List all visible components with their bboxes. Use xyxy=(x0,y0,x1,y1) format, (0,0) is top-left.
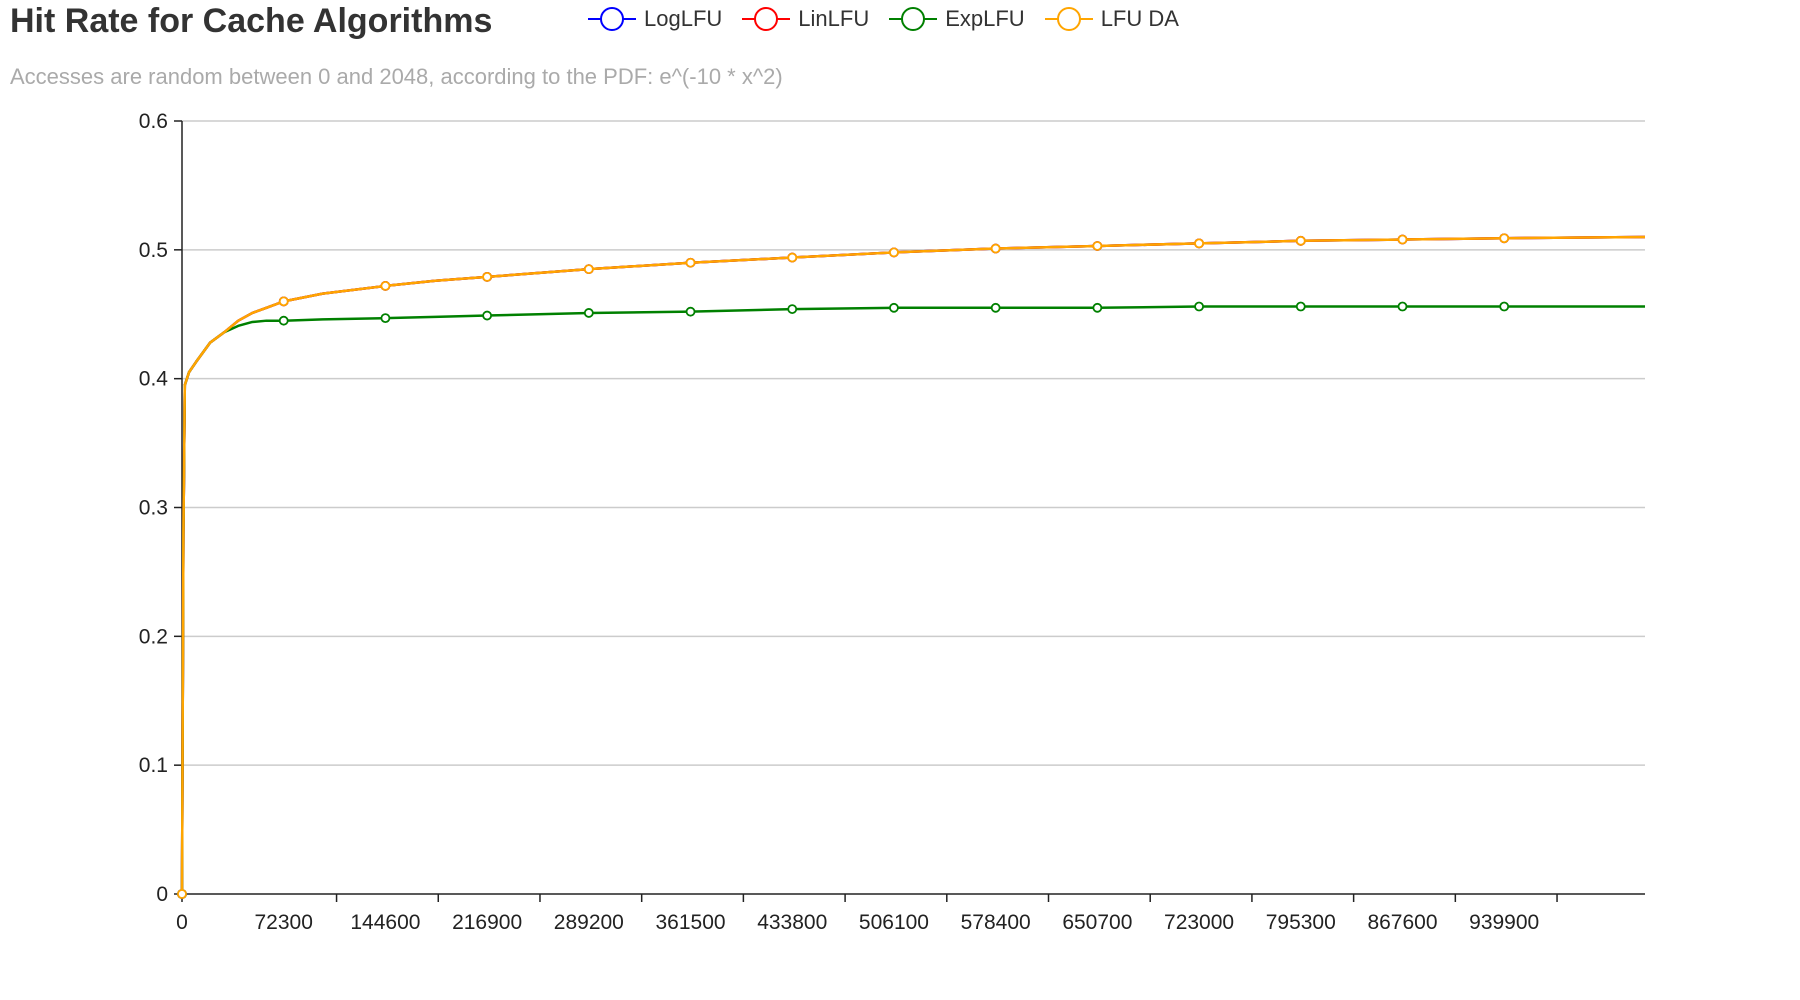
data-point xyxy=(1092,302,1103,313)
x-tick-label: 0 xyxy=(176,911,188,934)
data-point xyxy=(482,310,493,321)
data-point xyxy=(787,304,798,314)
x-tick-label: 289200 xyxy=(554,911,624,934)
series-loglfu xyxy=(177,233,1646,899)
y-tick-label: 0.5 xyxy=(139,239,168,262)
x-tick-label: 650700 xyxy=(1062,911,1132,934)
chart-subtitle: Accesses are random between 0 and 2048, … xyxy=(10,64,783,89)
series-line xyxy=(180,235,1646,895)
data-point xyxy=(482,271,493,282)
data-point xyxy=(278,315,289,326)
y-tick-label: 0 xyxy=(156,883,168,906)
series-line xyxy=(180,305,1645,895)
data-point xyxy=(1499,301,1510,312)
data-point xyxy=(1295,235,1306,246)
data-point xyxy=(889,247,899,258)
data-point xyxy=(380,313,391,324)
data-point xyxy=(1397,301,1408,312)
data-point xyxy=(583,264,594,275)
data-point xyxy=(685,306,696,317)
legend-item[interactable]: LinLFU xyxy=(742,6,869,32)
y-tick-label: 0.3 xyxy=(139,497,168,520)
legend-item[interactable]: LogLFU xyxy=(588,6,722,32)
x-tick-label: 867600 xyxy=(1367,911,1437,934)
legend-label: ExpLFU xyxy=(945,6,1025,31)
legend: LogLFU LinLFU ExpLFU LFU DA xyxy=(588,6,1199,32)
y-tick-label: 0.2 xyxy=(139,625,168,648)
legend-item[interactable]: LFU DA xyxy=(1044,6,1179,32)
x-tick-label: 216900 xyxy=(452,911,522,934)
data-point xyxy=(177,889,187,899)
legend-marker-icon xyxy=(742,7,791,31)
legend-label: LFU DA xyxy=(1100,6,1179,31)
chart-title: Hit Rate for Cache Algorithms xyxy=(10,2,493,40)
data-point xyxy=(1397,234,1408,245)
legend-marker-icon xyxy=(889,7,938,31)
y-tick-label: 0.6 xyxy=(139,110,168,133)
data-point xyxy=(990,302,1001,313)
x-tick-label: 433800 xyxy=(757,911,827,934)
x-tick-label: 144600 xyxy=(350,911,420,934)
legend-label: LogLFU xyxy=(644,6,723,31)
legend-item[interactable]: ExpLFU xyxy=(889,6,1025,32)
data-point xyxy=(1194,301,1204,312)
x-tick-label: 72300 xyxy=(255,911,313,934)
data-point xyxy=(990,243,1001,254)
x-tick-label: 578400 xyxy=(961,911,1031,934)
x-tick-label: 361500 xyxy=(655,911,725,934)
series-lfu-da xyxy=(177,233,1646,899)
x-tick-label: 939900 xyxy=(1469,911,1539,934)
data-point xyxy=(1194,238,1204,249)
data-point xyxy=(889,302,899,313)
x-tick-label: 723000 xyxy=(1164,911,1234,934)
x-tick-label: 506100 xyxy=(859,911,929,934)
data-point xyxy=(1092,241,1103,251)
y-tick-label: 0.1 xyxy=(139,754,168,777)
data-point xyxy=(583,308,594,318)
legend-marker-icon xyxy=(588,7,636,31)
data-point xyxy=(278,296,289,307)
series-explfu xyxy=(177,301,1645,899)
series-line xyxy=(180,235,1646,895)
x-tick-label: 795300 xyxy=(1266,911,1336,934)
legend-marker-icon xyxy=(1044,7,1093,31)
data-point xyxy=(787,252,798,263)
data-point xyxy=(1295,301,1306,312)
data-point xyxy=(1499,233,1510,244)
legend-label: LinLFU xyxy=(798,6,870,31)
data-point xyxy=(380,281,391,291)
series-linlfu xyxy=(177,233,1646,899)
y-tick-label: 0.4 xyxy=(139,368,169,391)
data-point xyxy=(685,257,696,268)
series-line xyxy=(180,235,1646,895)
